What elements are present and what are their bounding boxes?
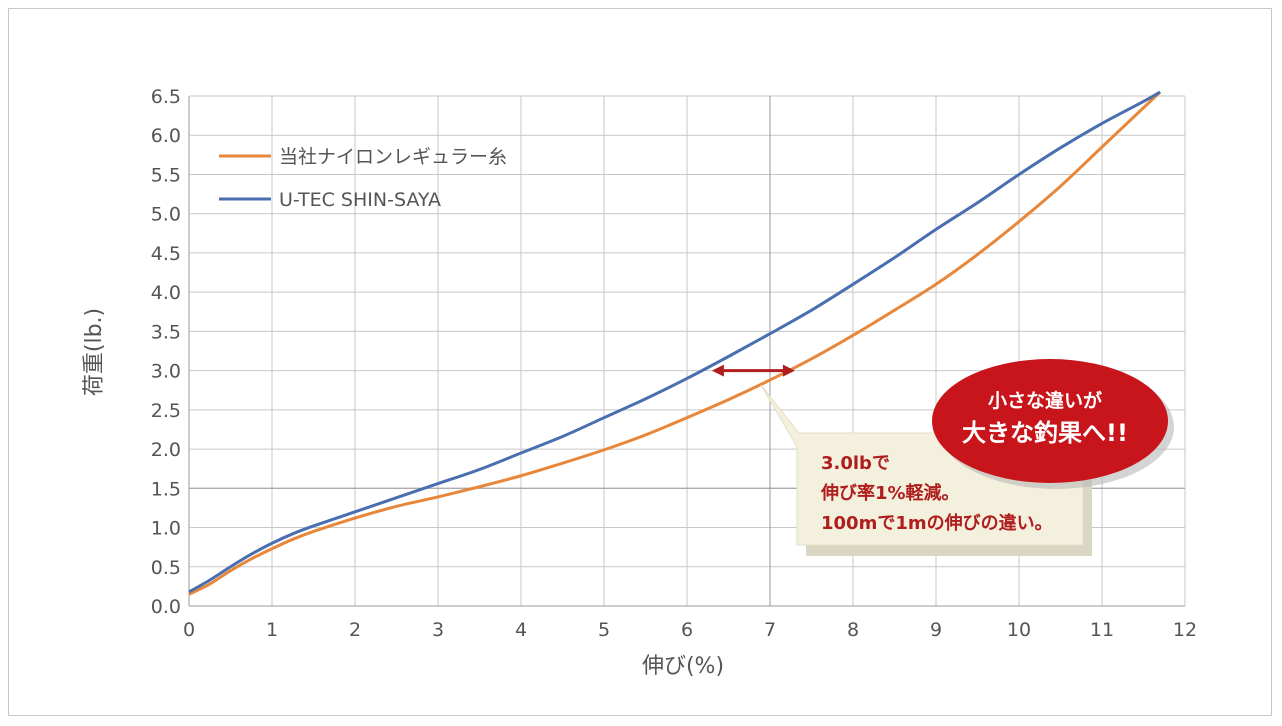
- y-tick-label: 5.5: [151, 164, 181, 186]
- x-tick-label: 5: [598, 619, 610, 641]
- chart-frame: 0 1 2 3 4 5 6 7 8 9 10 11 12 0.0 0.5 1.0 1.5 2.0 2.5 3.0 3.…: [8, 8, 1272, 716]
- annotations: 3.0lbで 伸び率1%軽減。 100mで1mの伸びの違い。 小さな違いが 大き…: [711, 359, 1174, 556]
- y-tick-label: 1.0: [151, 518, 181, 540]
- y-tick-label: 6.5: [151, 86, 181, 108]
- x-tick-label: 11: [1090, 619, 1114, 641]
- x-tick-label: 3: [432, 619, 444, 641]
- y-tick-label: 3.5: [151, 321, 181, 343]
- y-tick-label: 4.5: [151, 243, 181, 265]
- series-lines: [188, 90, 1162, 596]
- y-tick-label: 3.0: [151, 361, 181, 383]
- arrow-head-left: [711, 364, 724, 377]
- y-tick-label: 4.0: [151, 282, 181, 304]
- highlight-bubble: [932, 359, 1168, 483]
- x-tick-label: 10: [1007, 619, 1031, 641]
- x-tick-label: 1: [266, 619, 278, 641]
- y-tick-label: 2.5: [151, 400, 181, 422]
- legend-label-utec: U-TEC SHIN-SAYA: [279, 189, 441, 211]
- x-tick-label: 9: [930, 619, 942, 641]
- y-axis-label: 荷重(lb.): [82, 308, 107, 396]
- y-tick-label: 1.5: [151, 478, 181, 500]
- y-tick-label: 0.5: [151, 557, 181, 579]
- x-tick-label: 12: [1173, 619, 1197, 641]
- legend: 当社ナイロンレギュラー糸 U-TEC SHIN-SAYA: [219, 146, 507, 211]
- line-chart: 0 1 2 3 4 5 6 7 8 9 10 11 12 0.00.51.01.52.02.53.03.…: [82, 86, 1197, 679]
- x-tick-label: 6: [681, 619, 693, 641]
- x-tick-label: 2: [349, 619, 361, 641]
- x-tick-label: 0: [183, 619, 195, 641]
- bubble-line-1: 小さな違いが: [988, 389, 1102, 412]
- series-line-nylon: [188, 90, 1162, 596]
- legend-label-nylon: 当社ナイロンレギュラー糸: [279, 146, 507, 168]
- x-axis-label: 伸び(%): [642, 654, 724, 679]
- series-line-utec: [188, 90, 1161, 594]
- bubble-line-2: 大きな釣果へ!!: [962, 419, 1128, 447]
- x-tick-label: 8: [847, 619, 859, 641]
- y-tick-label: 2.0: [151, 439, 181, 461]
- note-line-1: 3.0lbで: [821, 453, 890, 474]
- difference-arrow: [711, 364, 795, 377]
- x-tick-label: 7: [764, 619, 776, 641]
- x-axis-ticks: 0 1 2 3 4 5 6 7 8 9 10 11 12: [183, 619, 1197, 641]
- y-tick-label: 0.0: [151, 596, 181, 618]
- x-tick-label: 4: [515, 619, 527, 641]
- note-line-2: 伸び率1%軽減。: [820, 482, 960, 504]
- y-tick-label: 6.0: [151, 125, 181, 147]
- note-line-3: 100mで1mの伸びの違い。: [821, 512, 1053, 534]
- note-callout: [760, 384, 1084, 546]
- arrow-head-right: [782, 364, 795, 377]
- y-tick-label: 5.0: [151, 204, 181, 226]
- y-axis-ticks: 0.0 0.5 1.0 1.5 2.0 2.5 3.0 3.5 4.0 4.5 5.0 5.5 6.0 6…: [151, 86, 181, 618]
